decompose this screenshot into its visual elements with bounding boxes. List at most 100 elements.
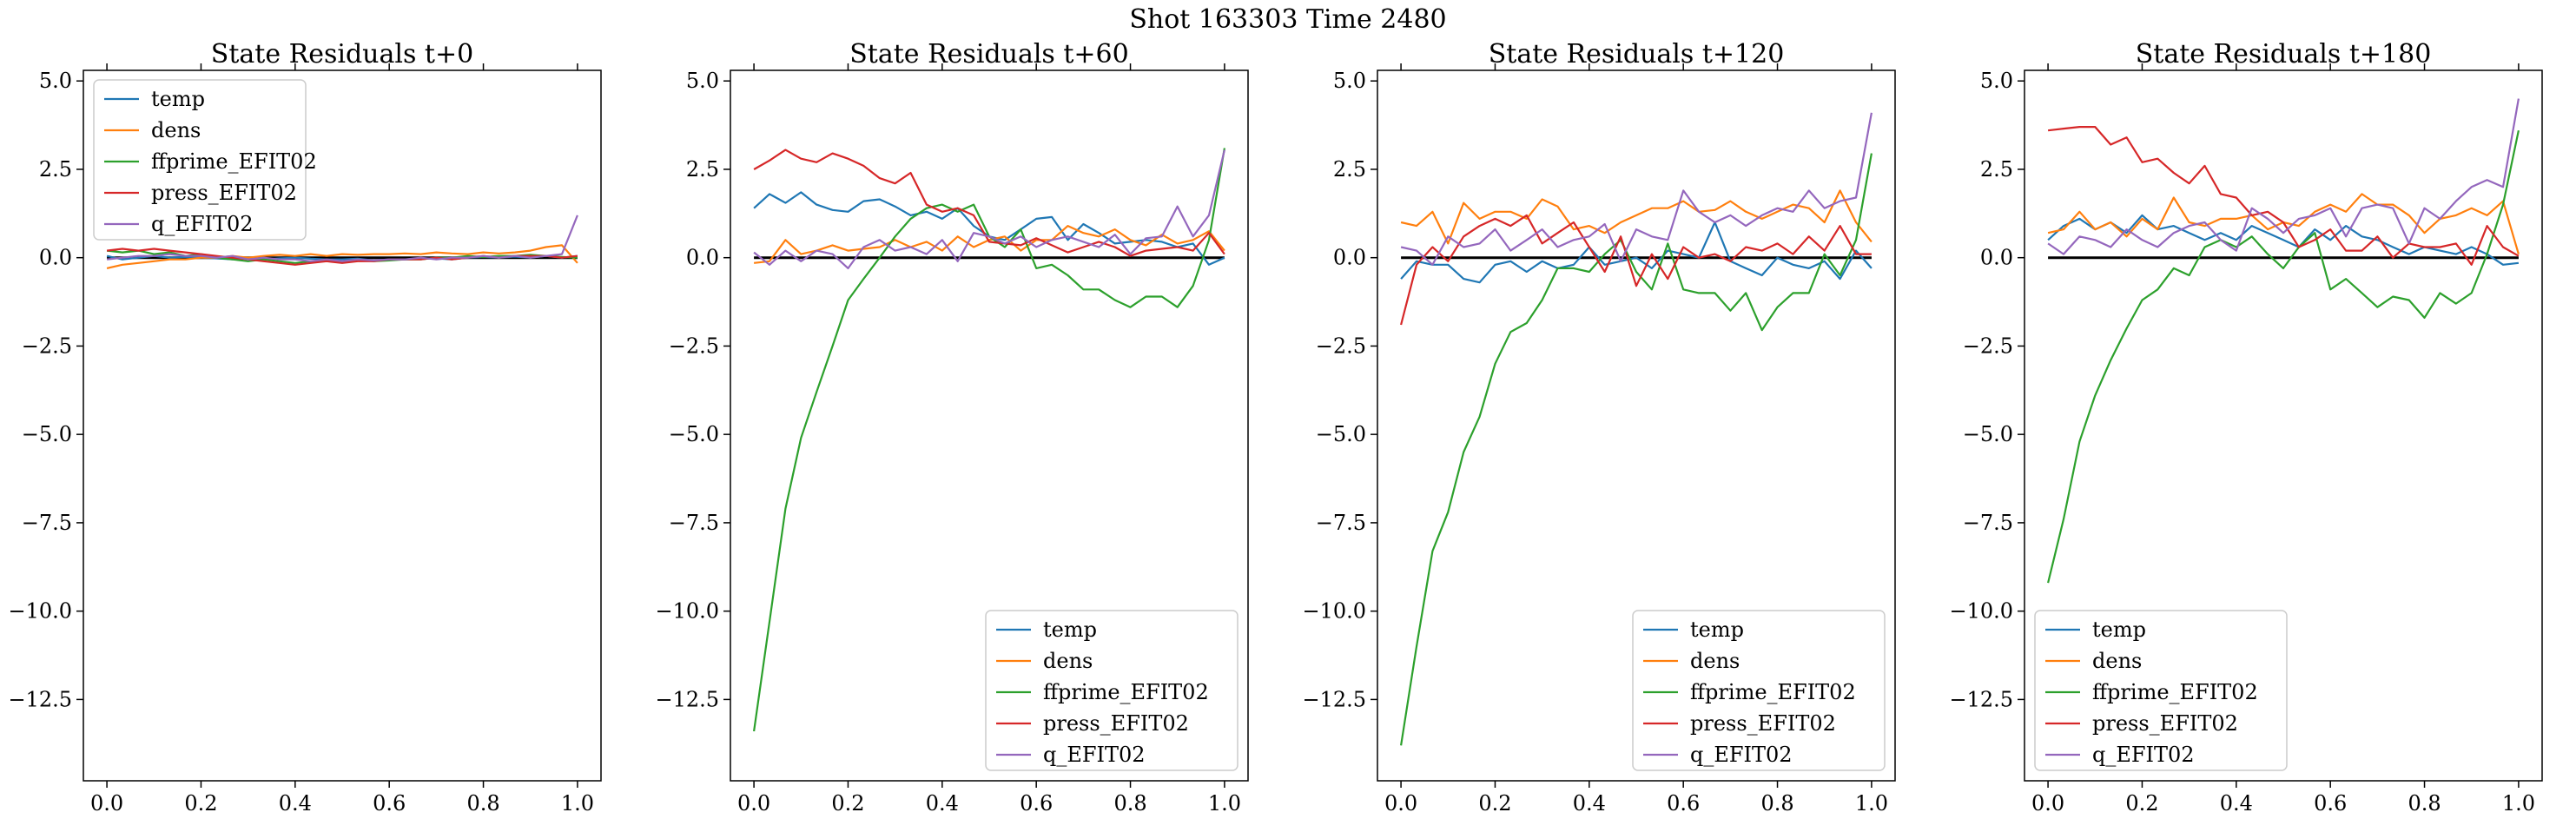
y-tick-label: −7.5	[1316, 511, 1366, 535]
x-tick-label: 0.2	[1478, 791, 1511, 816]
series-line-press-efit02	[1400, 214, 1872, 326]
legend-label: temp	[1690, 618, 1744, 642]
legend-box	[93, 79, 307, 241]
legend-label: q_EFIT02	[1690, 743, 1793, 767]
legend-label: press_EFIT02	[1690, 711, 1836, 736]
panel-title: State Residuals t+0	[211, 39, 473, 69]
panel-title: State Residuals t+180	[2136, 39, 2432, 69]
y-tick-label: −7.5	[22, 511, 72, 535]
y-tick-label: 0.0	[39, 246, 72, 270]
series-line-temp	[753, 191, 1225, 266]
legend: temp dens ffprime_EFIT02 press_EFIT02 q_EFIT…	[1632, 610, 1886, 771]
y-tick-label: −2.5	[1316, 334, 1366, 358]
legend: temp dens ffprime_EFIT02 press_EFIT02 q_EFIT…	[2034, 610, 2288, 771]
x-tick-label: 0.6	[1667, 791, 1700, 816]
x-tick-label: 0.2	[184, 791, 217, 816]
y-tick-label: 0.0	[686, 246, 719, 270]
x-tick-label: 0.0	[90, 791, 123, 816]
series-line-press-efit02	[2047, 126, 2520, 266]
y-tick-label: 0.0	[1333, 246, 1366, 270]
y-tick-label: 2.5	[686, 157, 719, 182]
x-tick-label: 0.4	[2220, 791, 2253, 816]
panel-4: State Residuals t+180 0.0 0.2 0.4 0.6 0.8 1.0 5…	[1949, 39, 2543, 816]
y-tick-label: 2.5	[1333, 157, 1366, 182]
legend-label: press_EFIT02	[151, 181, 297, 205]
y-tick-label: 2.5	[1980, 157, 2013, 182]
series-line-temp	[2047, 214, 2520, 266]
legend-label: q_EFIT02	[2092, 743, 2195, 767]
y-tick-label: 2.5	[39, 157, 72, 182]
x-tick-label: 0.4	[279, 791, 312, 816]
axes-frame	[2024, 69, 2543, 782]
y-tick-label: −2.5	[1963, 334, 2013, 358]
axes-frame	[730, 69, 1249, 782]
series-line-q-efit02	[2047, 98, 2520, 255]
series-line-dens	[106, 244, 578, 269]
y-tick-label: −10.0	[1302, 599, 1366, 624]
y-tick-label: −2.5	[669, 334, 719, 358]
panels: State Residuals t+0 0.0 0.2 0.4 0.6 0.8 1.0 5.0…	[8, 39, 2543, 816]
y-tick-label: −2.5	[22, 334, 72, 358]
legend-box	[985, 610, 1238, 771]
y-tick-label: −12.5	[655, 687, 719, 711]
panel-1: State Residuals t+0 0.0 0.2 0.4 0.6 0.8 1.0 5.0…	[8, 39, 602, 816]
x-tick-label: 0.2	[831, 791, 864, 816]
y-tick-label: −12.5	[1302, 687, 1366, 711]
panel-2: State Residuals t+60 0.0 0.2 0.4 0.6 0.8 1.0 5.…	[655, 39, 1249, 816]
x-tick-label: 0.8	[2408, 791, 2441, 816]
x-tick-label: 0.6	[1020, 791, 1053, 816]
y-tick-label: −5.0	[669, 422, 719, 446]
legend-label: temp	[2092, 618, 2146, 642]
y-tick-label: 5.0	[1980, 69, 2013, 93]
x-tick-label: 1.0	[561, 791, 594, 816]
y-tick-label: −12.5	[1949, 687, 2013, 711]
x-tick-label: 0.0	[737, 791, 770, 816]
legend: temp dens ffprime_EFIT02 press_EFIT02 q_EFIT…	[93, 79, 317, 241]
y-tick-label: 0.0	[1980, 246, 2013, 270]
panel-title: State Residuals t+120	[1489, 39, 1785, 69]
series-line-ffprime-efit02	[1400, 153, 1873, 746]
y-tick-label: 5.0	[686, 69, 719, 93]
series-line-q-efit02	[1400, 112, 1873, 266]
y-tick-label: −12.5	[8, 687, 72, 711]
legend-label: q_EFIT02	[151, 212, 254, 236]
x-tick-label: 0.0	[2031, 791, 2064, 816]
y-tick-label: −10.0	[8, 599, 72, 624]
legend-label: ffprime_EFIT02	[1690, 680, 1856, 704]
legend-label: temp	[151, 87, 205, 111]
series-line-press-efit02	[753, 149, 1225, 257]
panel-title: State Residuals t+60	[849, 39, 1128, 69]
legend-label: temp	[1043, 618, 1097, 642]
y-tick-label: −5.0	[1963, 422, 2013, 446]
series-line-q-efit02	[106, 215, 578, 262]
y-tick-label: −5.0	[1316, 422, 1366, 446]
x-tick-label: 0.8	[1760, 791, 1793, 816]
x-tick-label: 0.6	[373, 791, 406, 816]
x-tick-label: 0.0	[1384, 791, 1417, 816]
x-tick-label: 0.6	[2314, 791, 2347, 816]
y-tick-label: −5.0	[22, 422, 72, 446]
x-tick-label: 0.4	[926, 791, 959, 816]
legend-label: q_EFIT02	[1043, 743, 1146, 767]
legend-label: dens	[1043, 649, 1093, 673]
y-tick-label: 5.0	[39, 69, 72, 93]
x-tick-label: 0.2	[2125, 791, 2158, 816]
x-tick-label: 0.8	[466, 791, 499, 816]
legend-label: press_EFIT02	[2092, 711, 2238, 736]
legend-box	[1632, 610, 1886, 771]
axes-frame	[1377, 69, 1896, 782]
legend-label: dens	[151, 118, 201, 142]
x-tick-label: 1.0	[2502, 791, 2535, 816]
series-line-temp	[1400, 221, 1873, 284]
figure-suptitle: Shot 163303 Time 2480	[1129, 4, 1446, 35]
x-tick-label: 0.8	[1113, 791, 1146, 816]
x-tick-label: 1.0	[1208, 791, 1241, 816]
panel-3: State Residuals t+120 0.0 0.2 0.4 0.6 0.8 1.0 5…	[1302, 39, 1896, 816]
y-tick-label: −7.5	[669, 511, 719, 535]
series-line-dens	[1400, 189, 1873, 245]
y-tick-label: −10.0	[655, 599, 719, 624]
y-tick-label: −7.5	[1963, 511, 2013, 535]
x-tick-label: 1.0	[1855, 791, 1888, 816]
series-line-q-efit02	[753, 149, 1225, 269]
